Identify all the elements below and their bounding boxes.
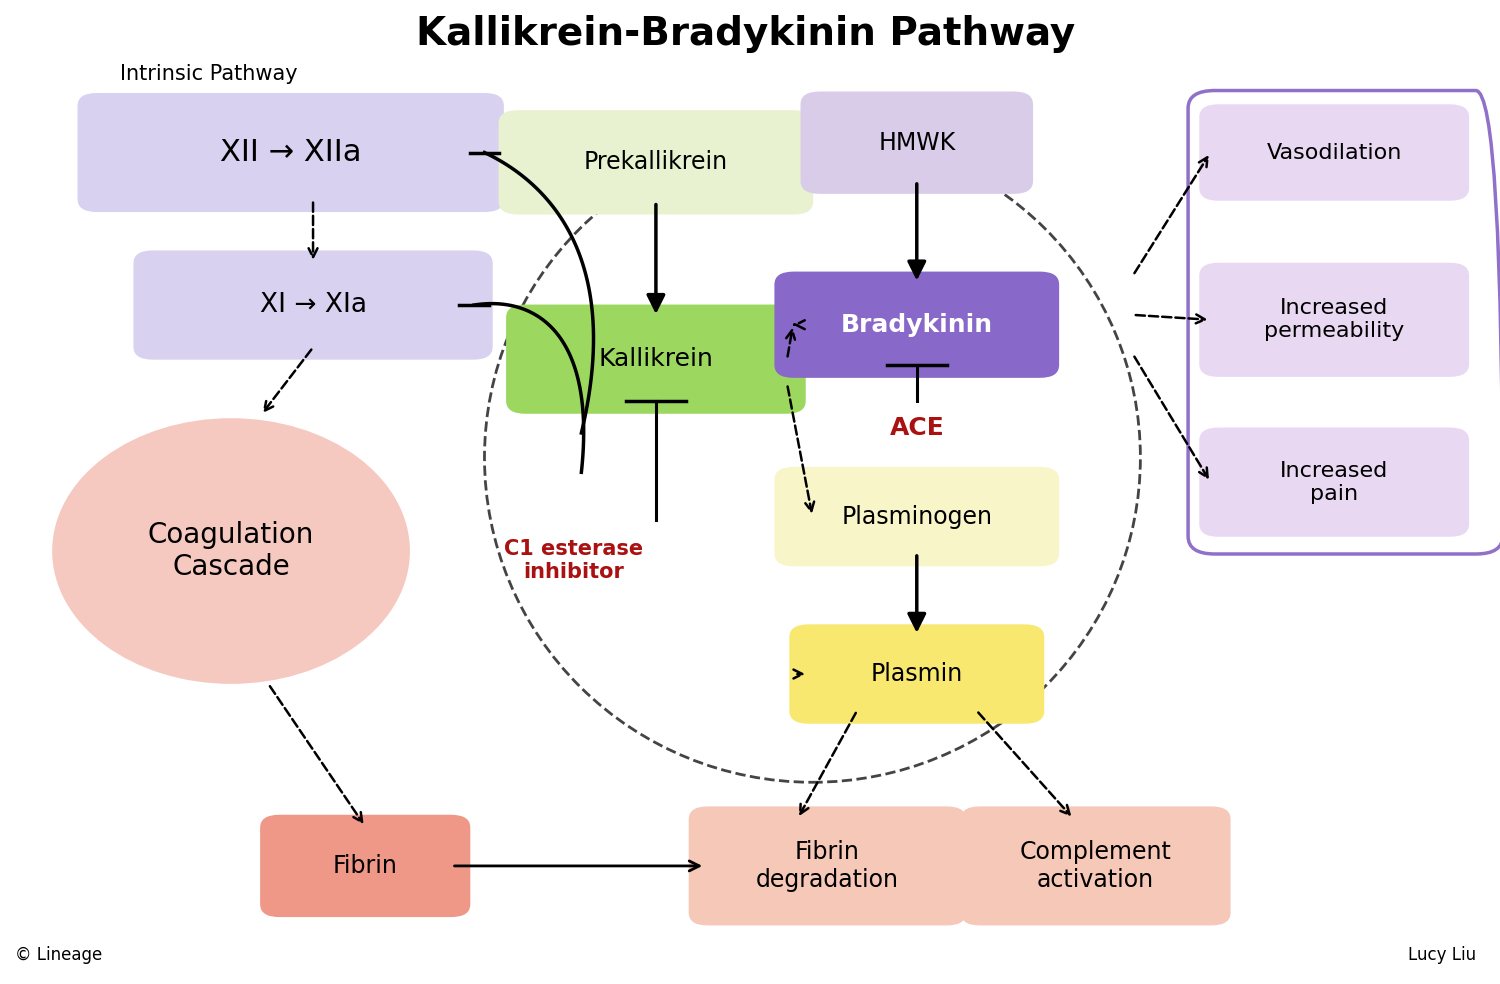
- Text: Increased
pain: Increased pain: [1280, 461, 1389, 504]
- Text: Plasminogen: Plasminogen: [842, 505, 993, 528]
- Text: Bradykinin: Bradykinin: [840, 313, 993, 337]
- Ellipse shape: [53, 418, 410, 684]
- Text: Kallikrein: Kallikrein: [598, 347, 714, 371]
- Text: C1 esterase
inhibitor: C1 esterase inhibitor: [504, 539, 644, 583]
- FancyBboxPatch shape: [774, 272, 1059, 378]
- Text: Increased
permeability: Increased permeability: [1264, 298, 1404, 341]
- Text: HMWK: HMWK: [878, 131, 956, 154]
- FancyBboxPatch shape: [962, 807, 1230, 925]
- Text: Fibrin: Fibrin: [333, 854, 398, 878]
- FancyBboxPatch shape: [1200, 104, 1468, 201]
- Text: Intrinsic Pathway: Intrinsic Pathway: [120, 64, 297, 84]
- Text: Vasodilation: Vasodilation: [1266, 143, 1402, 162]
- Text: XII → XIIa: XII → XIIa: [220, 138, 362, 167]
- FancyBboxPatch shape: [789, 624, 1044, 723]
- Text: XI → XIa: XI → XIa: [260, 292, 366, 318]
- FancyBboxPatch shape: [260, 815, 471, 917]
- Text: Plasmin: Plasmin: [870, 662, 963, 686]
- Text: Prekallikrein: Prekallikrein: [584, 151, 728, 174]
- FancyBboxPatch shape: [134, 251, 492, 359]
- FancyBboxPatch shape: [78, 92, 504, 212]
- Text: © Lineage: © Lineage: [15, 947, 102, 964]
- FancyBboxPatch shape: [774, 466, 1059, 567]
- FancyBboxPatch shape: [1200, 427, 1468, 536]
- Text: Coagulation
Cascade: Coagulation Cascade: [148, 521, 314, 582]
- Text: Lucy Liu: Lucy Liu: [1407, 947, 1476, 964]
- Text: ACE: ACE: [890, 416, 944, 440]
- FancyBboxPatch shape: [498, 110, 813, 215]
- FancyBboxPatch shape: [506, 304, 806, 413]
- Text: Kallikrein-Bradykinin Pathway: Kallikrein-Bradykinin Pathway: [416, 16, 1076, 53]
- FancyBboxPatch shape: [1200, 263, 1468, 377]
- Text: Complement
activation: Complement activation: [1020, 840, 1172, 892]
- Text: Fibrin
degradation: Fibrin degradation: [756, 840, 898, 892]
- FancyBboxPatch shape: [801, 92, 1034, 194]
- FancyBboxPatch shape: [688, 807, 966, 925]
